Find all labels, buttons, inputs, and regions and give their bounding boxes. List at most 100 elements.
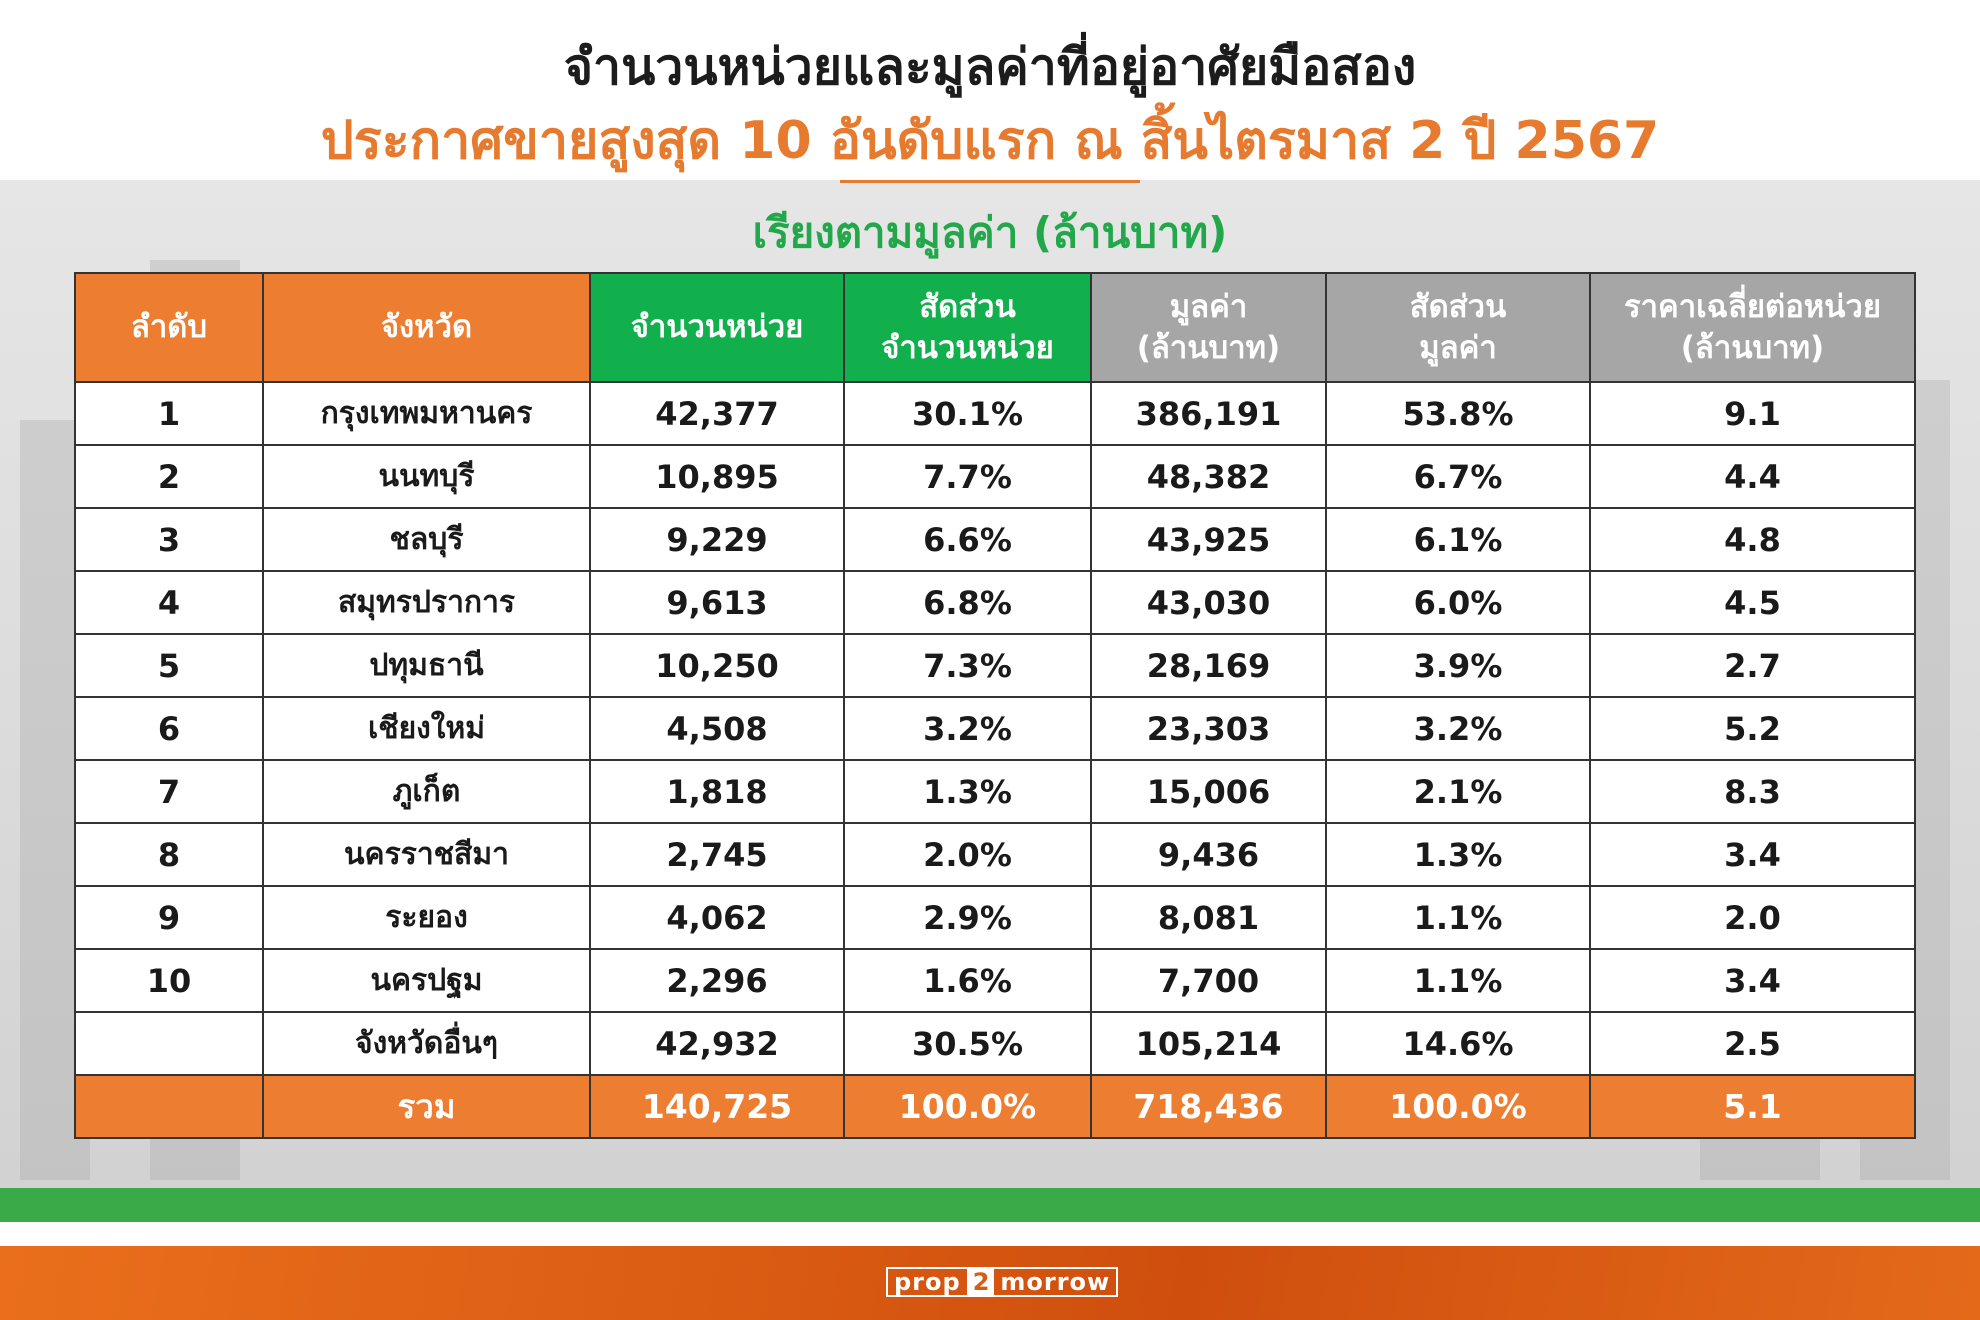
cell-unit-share: 30.5% [843,1011,1092,1076]
cell-value-share: 100.0% [1325,1074,1591,1139]
cell-value: 23,303 [1090,696,1327,761]
cell-units: 9,613 [589,570,845,635]
cell-province: รวม [262,1074,591,1139]
cell-avg-price: 2.5 [1589,1011,1916,1076]
sort-note: เรียงตามมูลค่า (ล้านบาท) [752,208,1228,257]
cell-value-share: 1.1% [1325,885,1591,950]
cell-province: ระยอง [262,885,591,950]
cell-avg-price: 9.1 [1589,381,1916,446]
cell-value: 7,700 [1090,948,1327,1013]
cell-province: นครราชสีมา [262,822,591,887]
table-row: 1 กรุงเทพมหานคร 42,377 30.1% 386,191 53.8% 9.1 [74,381,1916,446]
cell-unit-share: 6.6% [843,507,1092,572]
cell-value-share: 14.6% [1325,1011,1591,1076]
table-total-row: รวม 140,725 100.0% 718,436 100.0% 5.1 [74,1074,1916,1139]
column-header-rank: ลำดับ [74,272,264,383]
cell-avg-price: 4.5 [1589,570,1916,635]
table-row: 2 นนทบุรี 10,895 7.7% 48,382 6.7% 4.4 [74,444,1916,509]
table-row: 8 นครราชสีมา 2,745 2.0% 9,436 1.3% 3.4 [74,822,1916,887]
cell-units: 2,745 [589,822,845,887]
table-row: จังหวัดอื่นๆ 42,932 30.5% 105,214 14.6% 2.5 [74,1011,1916,1076]
logo-text-morrow: morrow [994,1267,1119,1297]
cell-province: สมุทรปราการ [262,570,591,635]
column-header-value: มูลค่า (ล้านบาท) [1090,272,1327,383]
cell-value: 105,214 [1090,1011,1327,1076]
cell-units: 10,250 [589,633,845,698]
cell-avg-price: 5.2 [1589,696,1916,761]
cell-value: 15,006 [1090,759,1327,824]
cell-unit-share: 100.0% [843,1074,1092,1139]
page-title: จำนวนหน่วยและมูลค่าที่อยู่อาศัยมือสอง [563,38,1417,96]
cell-rank: 6 [74,696,264,761]
cell-value: 9,436 [1090,822,1327,887]
cell-unit-share: 2.9% [843,885,1092,950]
cell-unit-share: 7.3% [843,633,1092,698]
table-row: 5 ปทุมธานี 10,250 7.3% 28,169 3.9% 2.7 [74,633,1916,698]
cell-province: ชลบุรี [262,507,591,572]
cell-province: นนทบุรี [262,444,591,509]
cell-avg-price: 2.0 [1589,885,1916,950]
cell-unit-share: 6.8% [843,570,1092,635]
cell-units: 42,377 [589,381,845,446]
footer-green-stripe [0,1188,1980,1222]
table-row: 9 ระยอง 4,062 2.9% 8,081 1.1% 2.0 [74,885,1916,950]
cell-province: จังหวัดอื่นๆ [262,1011,591,1076]
cell-avg-price: 4.4 [1589,444,1916,509]
cell-value-share: 3.9% [1325,633,1591,698]
brand-logo: prop 2 morrow [886,1267,1119,1297]
cell-rank: 4 [74,570,264,635]
cell-rank: 7 [74,759,264,824]
cell-units: 2,296 [589,948,845,1013]
cell-value: 718,436 [1090,1074,1327,1139]
cell-avg-price: 2.7 [1589,633,1916,698]
header-background [0,0,1980,180]
cell-avg-price: 3.4 [1589,822,1916,887]
table-row: 3 ชลบุรี 9,229 6.6% 43,925 6.1% 4.8 [74,507,1916,572]
title-divider [840,180,1140,183]
cell-units: 1,818 [589,759,845,824]
cell-units: 4,062 [589,885,845,950]
cell-units: 10,895 [589,444,845,509]
cell-unit-share: 1.3% [843,759,1092,824]
cell-province: นครปฐม [262,948,591,1013]
cell-value: 48,382 [1090,444,1327,509]
column-header-value-share: สัดส่วน มูลค่า [1325,272,1591,383]
cell-value-share: 1.1% [1325,948,1591,1013]
cell-value-share: 53.8% [1325,381,1591,446]
cell-value: 386,191 [1090,381,1327,446]
cell-rank: 5 [74,633,264,698]
cell-unit-share: 7.7% [843,444,1092,509]
cell-value: 28,169 [1090,633,1327,698]
cell-value-share: 2.1% [1325,759,1591,824]
table-header-row: ลำดับ จังหวัด จำนวนหน่วย สัดส่วน จำนวนหน่… [74,272,1916,383]
cell-unit-share: 2.0% [843,822,1092,887]
cell-avg-price: 4.8 [1589,507,1916,572]
cell-rank [74,1074,264,1139]
logo-text-2: 2 [968,1267,995,1297]
cell-rank: 3 [74,507,264,572]
cell-value-share: 6.7% [1325,444,1591,509]
cell-units: 9,229 [589,507,845,572]
table-row: 6 เชียงใหม่ 4,508 3.2% 23,303 3.2% 5.2 [74,696,1916,761]
column-header-unit-share: สัดส่วน จำนวนหน่วย [843,272,1092,383]
cell-rank: 9 [74,885,264,950]
cell-units: 42,932 [589,1011,845,1076]
cell-value: 43,925 [1090,507,1327,572]
cell-province: กรุงเทพมหานคร [262,381,591,446]
data-table: ลำดับ จังหวัด จำนวนหน่วย สัดส่วน จำนวนหน่… [74,272,1916,1139]
table-row: 4 สมุทรปราการ 9,613 6.8% 43,030 6.0% 4.5 [74,570,1916,635]
cell-rank: 10 [74,948,264,1013]
cell-unit-share: 1.6% [843,948,1092,1013]
column-header-avg-price: ราคาเฉลี่ยต่อหน่วย (ล้านบาท) [1589,272,1916,383]
table-row: 10 นครปฐม 2,296 1.6% 7,700 1.1% 3.4 [74,948,1916,1013]
cell-value: 43,030 [1090,570,1327,635]
cell-avg-price: 8.3 [1589,759,1916,824]
cell-units: 140,725 [589,1074,845,1139]
cell-rank: 1 [74,381,264,446]
column-header-province: จังหวัด [262,272,591,383]
cell-value-share: 6.1% [1325,507,1591,572]
page-subtitle: ประกาศขายสูงสุด 10 อันดับแรก ณ สิ้นไตรมา… [320,111,1660,171]
cell-province: ภูเก็ต [262,759,591,824]
column-header-units: จำนวนหน่วย [589,272,845,383]
cell-unit-share: 30.1% [843,381,1092,446]
